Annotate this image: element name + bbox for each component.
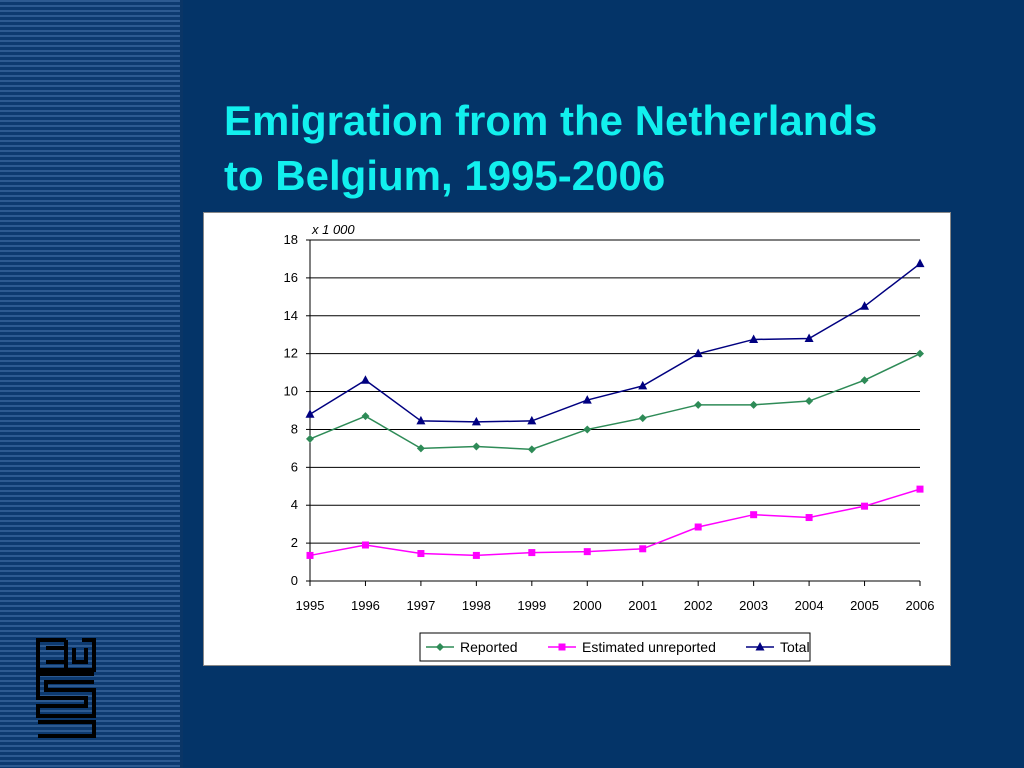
y-tick-label: 16 bbox=[284, 270, 298, 285]
data-point-marker bbox=[804, 333, 814, 343]
data-point-marker bbox=[528, 549, 536, 557]
series-line-reported bbox=[309, 352, 921, 451]
data-point-marker bbox=[416, 415, 426, 425]
y-tick-label: 4 bbox=[291, 497, 298, 512]
data-point-marker bbox=[915, 258, 925, 268]
data-point-marker bbox=[755, 642, 765, 651]
x-tick-label: 1997 bbox=[406, 598, 435, 613]
data-point-marker bbox=[361, 412, 370, 421]
x-tick-label: 1999 bbox=[517, 598, 546, 613]
y-tick-label: 6 bbox=[291, 459, 298, 474]
slide-title-line1: Emigration from the Netherlands bbox=[224, 97, 878, 144]
x-tick-label: 2000 bbox=[573, 598, 602, 613]
data-point-marker bbox=[306, 434, 314, 443]
x-tick-label: 2004 bbox=[795, 598, 824, 613]
y-tick-label: 2 bbox=[291, 535, 298, 550]
axes bbox=[306, 239, 921, 586]
data-point-marker bbox=[750, 511, 758, 519]
data-point-marker bbox=[416, 444, 425, 453]
x-tick-label: 2006 bbox=[906, 598, 935, 613]
data-point-marker bbox=[639, 545, 647, 553]
y-tick-label: 14 bbox=[284, 308, 298, 323]
data-point-marker bbox=[436, 643, 444, 651]
x-tick-label: 2003 bbox=[739, 598, 768, 613]
y-tick-labels: 0 2 4 6 8 10 12 14 16 18 bbox=[284, 232, 298, 588]
legend-label: Estimated unreported bbox=[582, 639, 716, 655]
data-point-marker bbox=[694, 400, 703, 409]
y-tick-label: 0 bbox=[291, 573, 298, 588]
data-point-marker bbox=[805, 397, 814, 406]
series-lines bbox=[305, 258, 925, 559]
data-point-marker bbox=[916, 349, 924, 358]
data-point-marker bbox=[860, 376, 869, 385]
line-chart: 0 2 4 6 8 10 12 14 16 18 1995 1996 1997 1998 1999 2000… bbox=[284, 222, 935, 662]
x-tick-label: 2002 bbox=[684, 598, 713, 613]
data-point-marker bbox=[583, 548, 591, 556]
legend-box bbox=[419, 632, 811, 662]
series-line-total bbox=[309, 263, 921, 423]
data-point-marker bbox=[749, 400, 758, 409]
x-tick-label: 2001 bbox=[628, 598, 657, 613]
data-point-marker bbox=[583, 425, 592, 434]
data-point-marker bbox=[360, 375, 370, 384]
x-tick-label: 1996 bbox=[351, 598, 380, 613]
data-point-marker bbox=[860, 301, 870, 310]
legend-label: Total bbox=[780, 639, 810, 655]
y-tick-label: 18 bbox=[284, 232, 298, 247]
data-point-marker bbox=[749, 334, 759, 343]
x-tick-label: 2005 bbox=[850, 598, 879, 613]
y-tick-label: 10 bbox=[284, 384, 298, 399]
series-line-estimated-unreported bbox=[309, 488, 921, 557]
stripe-edge bbox=[180, 0, 183, 768]
data-point-marker bbox=[472, 551, 480, 559]
cbs-logo bbox=[36, 638, 96, 738]
x-tick-label: 1995 bbox=[296, 598, 325, 613]
data-point-marker bbox=[582, 395, 592, 404]
data-point-marker bbox=[694, 523, 702, 531]
x-tick-labels: 1995 1996 1997 1998 1999 2000 2001 2002 2003 2004… bbox=[296, 598, 935, 613]
data-point-marker bbox=[527, 415, 537, 425]
y-tick-label: 8 bbox=[291, 421, 298, 436]
data-point-marker bbox=[558, 643, 566, 651]
slide-title-line2: to Belgium, 1995-2006 bbox=[224, 151, 666, 199]
data-point-marker bbox=[417, 550, 425, 558]
legend: Reported Estimated unreported Total bbox=[419, 632, 811, 662]
legend-label: Reported bbox=[460, 639, 518, 655]
data-point-marker bbox=[472, 442, 481, 451]
data-point-marker bbox=[805, 514, 813, 522]
data-point-marker bbox=[527, 445, 536, 454]
data-point-marker bbox=[471, 416, 481, 426]
slide-title: Emigration from the Netherlands to Belgi… bbox=[224, 94, 1004, 203]
data-point-marker bbox=[361, 541, 369, 549]
x-tick-label: 1998 bbox=[462, 598, 491, 613]
data-point-marker bbox=[861, 502, 869, 510]
data-point-marker bbox=[306, 551, 314, 559]
gridlines bbox=[310, 239, 920, 544]
data-point-marker bbox=[638, 380, 648, 390]
unit-label: x 1 000 bbox=[311, 222, 355, 237]
data-point-marker bbox=[693, 348, 703, 358]
data-point-marker bbox=[638, 414, 647, 423]
chart-panel: 0 2 4 6 8 10 12 14 16 18 1995 1996 1997 1998 1999 2000… bbox=[203, 212, 951, 666]
data-point-marker bbox=[305, 409, 315, 418]
data-point-marker bbox=[916, 485, 924, 493]
y-tick-label: 12 bbox=[284, 346, 298, 361]
